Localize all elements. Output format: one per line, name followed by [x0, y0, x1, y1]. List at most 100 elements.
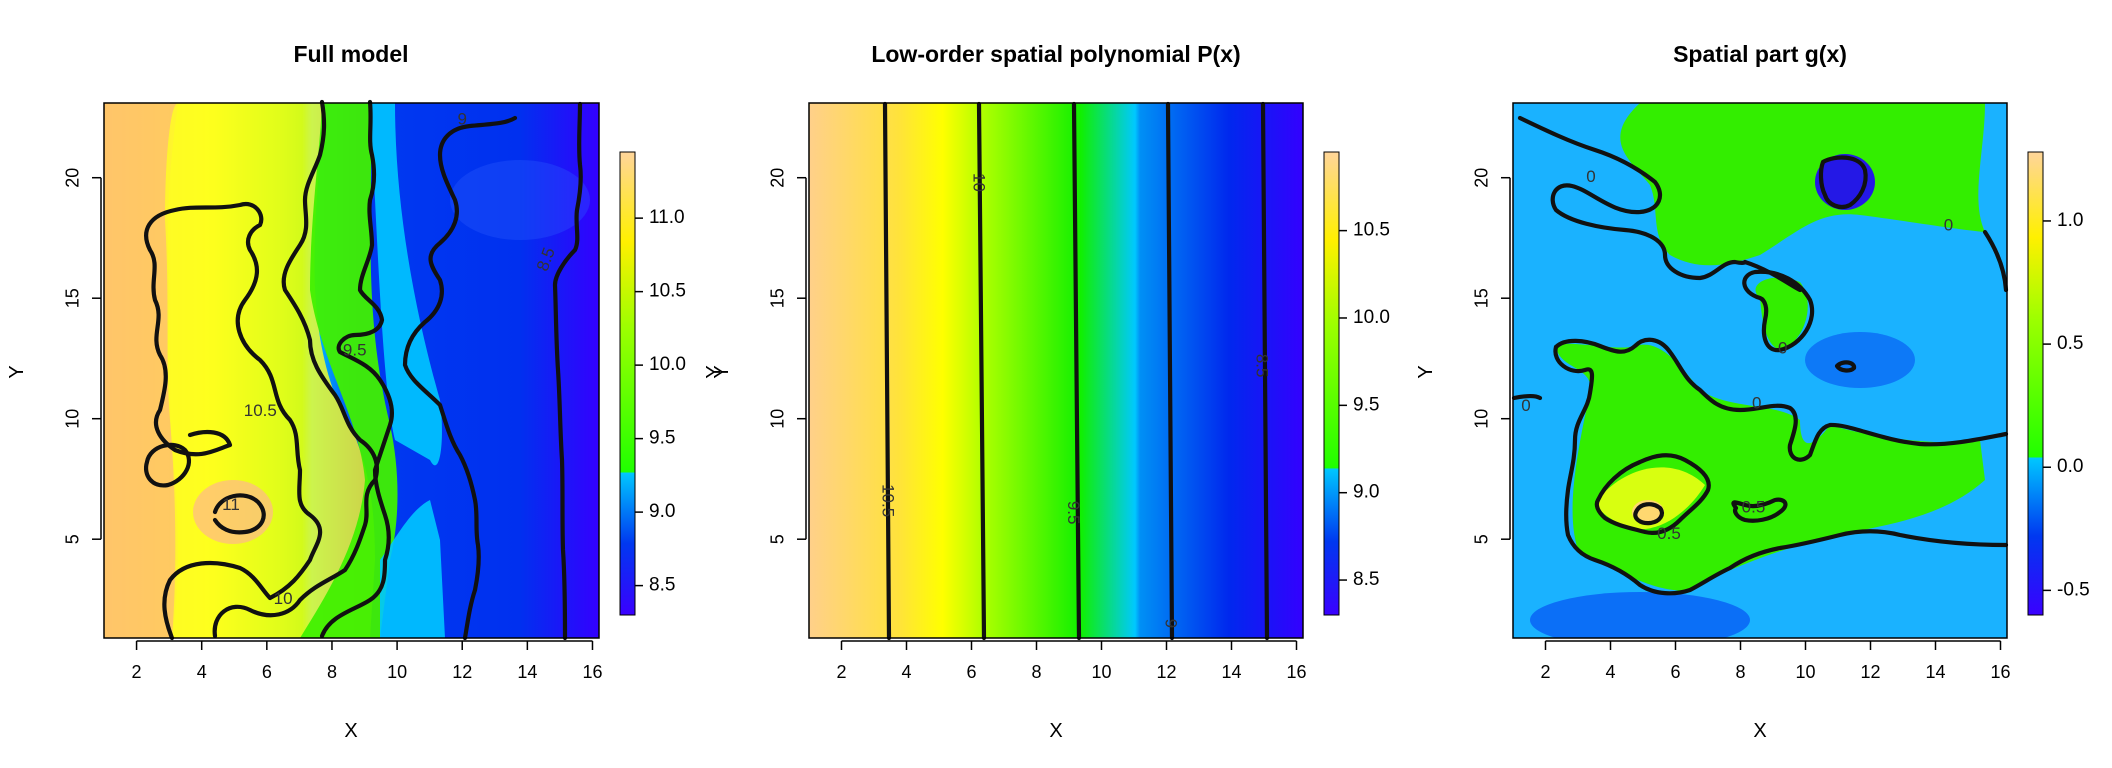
y-tick-label: 5 — [63, 534, 83, 544]
plot-border — [808, 102, 1304, 639]
y-axis-label: Y — [1415, 365, 1437, 378]
y-axis: 5 10 15 20 — [768, 168, 807, 544]
contour-line-10-5 — [144, 201, 323, 641]
contour-label: 10 — [274, 589, 293, 608]
x-axis: 2 4 6 8 10 12 14 16 — [132, 640, 603, 682]
contour-label: 0 — [1586, 167, 1595, 186]
contour-label: 9.5 — [1064, 501, 1083, 525]
x-axis-label: X — [1049, 720, 1062, 742]
x-tick-label: 6 — [1670, 662, 1680, 682]
contour-line-10 — [976, 101, 987, 641]
x-tick-label: 16 — [582, 662, 602, 682]
y-tick-label: 15 — [768, 288, 788, 308]
plot-frame — [808, 102, 1304, 639]
contour-label: 10 — [970, 173, 989, 192]
colorbar-tick-label: 10.0 — [1353, 307, 1390, 328]
heatmap-region-green-top — [1620, 103, 1985, 266]
colorbar: -0.5 0.0 0.5 1.0 — [2027, 151, 2090, 616]
contour-label: 0.5 — [1657, 524, 1681, 543]
colorbar-tick-label: 11.0 — [649, 207, 685, 228]
contour-label: 9 — [457, 109, 466, 128]
heatmap-region-yellow — [1597, 467, 1705, 530]
plot-frame — [103, 102, 600, 639]
contour-line-0-left-edge — [1511, 394, 1543, 401]
contour-label: 0.5 — [1742, 497, 1766, 516]
colorbar-tick-label: 8.5 — [649, 575, 675, 596]
contour-label: 9 — [1161, 619, 1180, 628]
chart-title: Spatial part g(x) — [1673, 41, 1847, 67]
x-tick-label: 16 — [1990, 662, 2010, 682]
y-tick-label: 15 — [1472, 288, 1492, 308]
contour-label: 0 — [1944, 215, 1953, 234]
contour-line-neg-0-5-small — [1834, 360, 1857, 373]
x-tick-label: 10 — [387, 662, 407, 682]
x-tick-label: 14 — [517, 662, 537, 682]
y-tick-label: 20 — [768, 168, 788, 188]
colorbar-tick-label: 0.0 — [2057, 456, 2083, 477]
heatmap-region-lightblue — [370, 103, 442, 466]
x-tick-label: 12 — [452, 662, 472, 682]
x-tick-label: 8 — [327, 662, 337, 682]
y-tick-label: 10 — [63, 409, 83, 429]
x-tick-label: 2 — [132, 662, 142, 682]
x-axis-label: X — [344, 720, 357, 742]
contour-lines — [144, 99, 583, 641]
contour-label: 11 — [222, 495, 240, 514]
contour-line-0-lower-boundary — [1553, 337, 2009, 462]
chart-title: Full model — [294, 41, 409, 67]
heatmap-field — [104, 103, 599, 638]
colorbar-scale — [619, 151, 636, 616]
x-axis: 2 4 6 8 10 12 14 16 — [1540, 640, 2011, 682]
x-tick-label: 2 — [836, 662, 846, 682]
contour-line-10 — [212, 99, 379, 639]
y-tick-label: 5 — [1472, 534, 1492, 544]
colorbar-axis-label: Y — [703, 365, 725, 378]
x-axis: 2 4 6 8 10 12 14 16 — [836, 640, 1307, 682]
contour-line-0-5-main — [1594, 453, 1711, 535]
contour-label: 0 — [1752, 394, 1761, 413]
contour-lines — [1511, 115, 2009, 596]
chart-title: Low-order spatial polynomial P(x) — [871, 41, 1240, 67]
x-tick-label: 14 — [1925, 662, 1945, 682]
x-tick-label: 10 — [1795, 662, 1815, 682]
colorbar-tick-label: 8.5 — [1353, 569, 1379, 590]
contour-label: 8.5 — [1252, 354, 1271, 378]
x-tick-label: 8 — [1031, 662, 1041, 682]
y-tick-label: 10 — [1472, 409, 1492, 429]
y-tick-label: 20 — [1472, 168, 1492, 188]
heatmap-region-green-mid — [1755, 277, 1808, 350]
contour-line-11 — [212, 493, 266, 535]
x-tick-label: 12 — [1860, 662, 1880, 682]
colorbar-tick-label: 1.0 — [2057, 210, 2083, 231]
colorbar-scale — [1323, 151, 1340, 616]
contour-line-10-5-loop — [144, 442, 192, 488]
colorbar-tick-label: 0.5 — [2057, 333, 2083, 354]
heatmap-region-lightblue-low — [380, 500, 445, 638]
x-tick-label: 8 — [1735, 662, 1745, 682]
contour-label: 0 — [1521, 396, 1530, 415]
x-tick-label: 4 — [1605, 662, 1615, 682]
contour-line-8-5 — [552, 101, 583, 641]
colorbar-tick-label: 10.5 — [1353, 220, 1390, 241]
y-axis: 5 10 15 20 — [1472, 168, 1511, 544]
plot-border — [103, 102, 600, 639]
contour-line-0-top-left — [1517, 115, 1748, 281]
x-tick-label: 2 — [1540, 662, 1550, 682]
contour-line-9-5 — [1071, 101, 1082, 641]
panel-low-order-polynomial: Low-order spatial polynomial P(x) X Y 10… — [711, 41, 1390, 742]
x-tick-label: 6 — [262, 662, 272, 682]
y-tick-label: 10 — [768, 409, 788, 429]
colorbar-scale — [2027, 151, 2044, 616]
heatmap-background — [809, 103, 1303, 638]
contour-line-1-0 — [1633, 502, 1665, 526]
x-tick-label: 10 — [1091, 662, 1111, 682]
x-tick-label: 4 — [197, 662, 207, 682]
y-tick-label: 20 — [63, 168, 83, 188]
contour-line-0-middle-blob — [1742, 269, 1815, 353]
x-tick-label: 14 — [1221, 662, 1241, 682]
plot-border — [1512, 102, 2008, 639]
contour-line-8-5 — [1260, 101, 1270, 641]
contour-label: 10.5 — [879, 484, 898, 517]
x-tick-label: 16 — [1286, 662, 1306, 682]
